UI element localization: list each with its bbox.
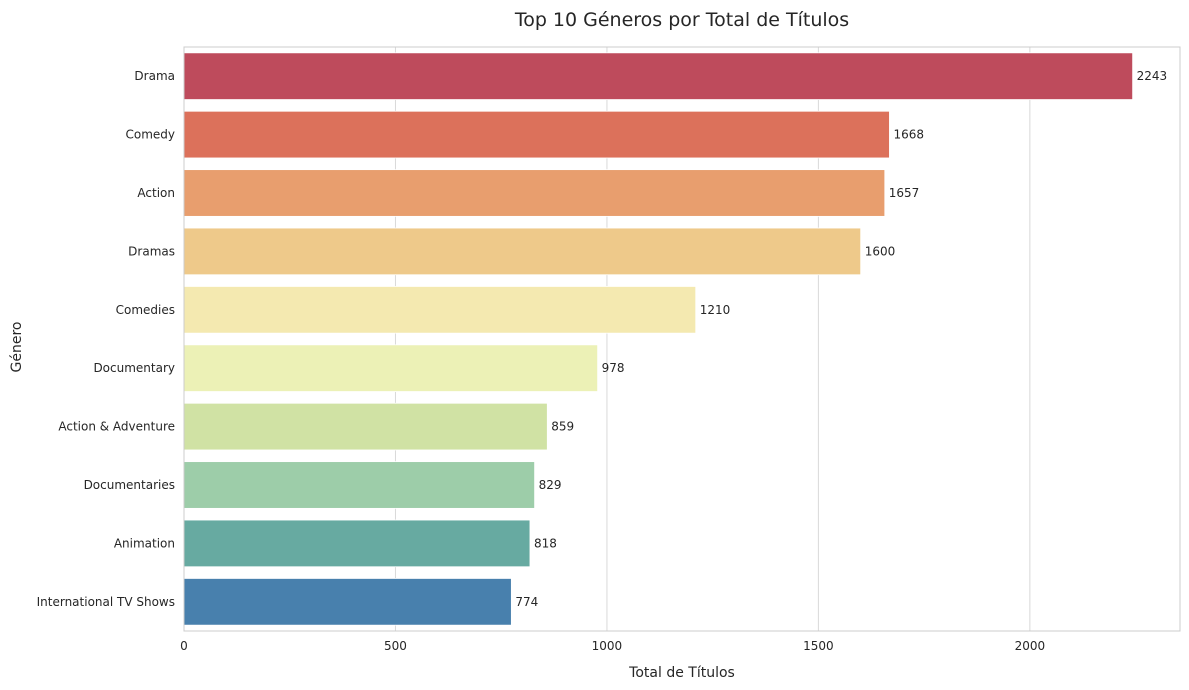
bar-value-label: 829	[539, 478, 562, 492]
y-tick-label: Comedy	[125, 128, 175, 142]
bar-value-label: 818	[534, 536, 557, 550]
bar-comedy	[183, 110, 890, 159]
x-axis-tick-labels: 0 500 1000 1500 2000	[180, 639, 1045, 653]
x-tick-label: 1000	[592, 639, 623, 653]
bar-value-label: 1657	[889, 186, 920, 200]
bar-documentaries	[183, 461, 536, 509]
y-axis-tick-labels: Drama Comedy Action Dramas Comedies Documenta…	[37, 69, 175, 609]
bar-value-label: 2243	[1137, 69, 1168, 83]
bar-documentary	[183, 344, 599, 392]
bar-drama	[183, 52, 1134, 100]
x-tick-label: 2000	[1015, 639, 1046, 653]
bar-value-labels: 2243 1668 1657 1600 1210 978 859 829 818 774	[515, 69, 1167, 609]
bar-value-label: 859	[551, 420, 574, 434]
x-tick-label: 0	[180, 639, 188, 653]
x-axis-label: Total de Títulos	[628, 665, 735, 681]
bar-international-tv-shows	[183, 578, 512, 626]
y-tick-label: Action & Adventure	[58, 420, 175, 434]
bar-value-label: 1600	[865, 244, 896, 258]
y-axis-label: Género	[9, 322, 25, 373]
y-tick-label: Drama	[134, 69, 175, 83]
bar-value-label: 1668	[893, 128, 924, 142]
bars	[183, 52, 1134, 626]
y-tick-label: Dramas	[128, 244, 175, 258]
bar-comedies	[183, 286, 697, 334]
y-tick-label: Action	[137, 186, 175, 200]
bar-animation	[183, 519, 531, 568]
x-tick-label: 1500	[803, 639, 834, 653]
y-tick-label: Comedies	[116, 303, 175, 317]
bar-action-adventure	[183, 402, 548, 451]
bar-value-label: 774	[515, 595, 538, 609]
bar-value-label: 1210	[700, 303, 731, 317]
x-tick-label: 500	[384, 639, 407, 653]
y-tick-label: Documentary	[93, 361, 175, 375]
bar-action	[183, 169, 886, 217]
y-tick-label: Documentaries	[84, 478, 175, 492]
bar-dramas	[183, 227, 862, 276]
bar-value-label: 978	[602, 361, 625, 375]
chart-title: Top 10 Géneros por Total de Títulos	[514, 9, 849, 31]
y-tick-label: International TV Shows	[37, 595, 175, 609]
y-tick-label: Animation	[114, 536, 175, 550]
plot-frame	[183, 46, 1181, 632]
